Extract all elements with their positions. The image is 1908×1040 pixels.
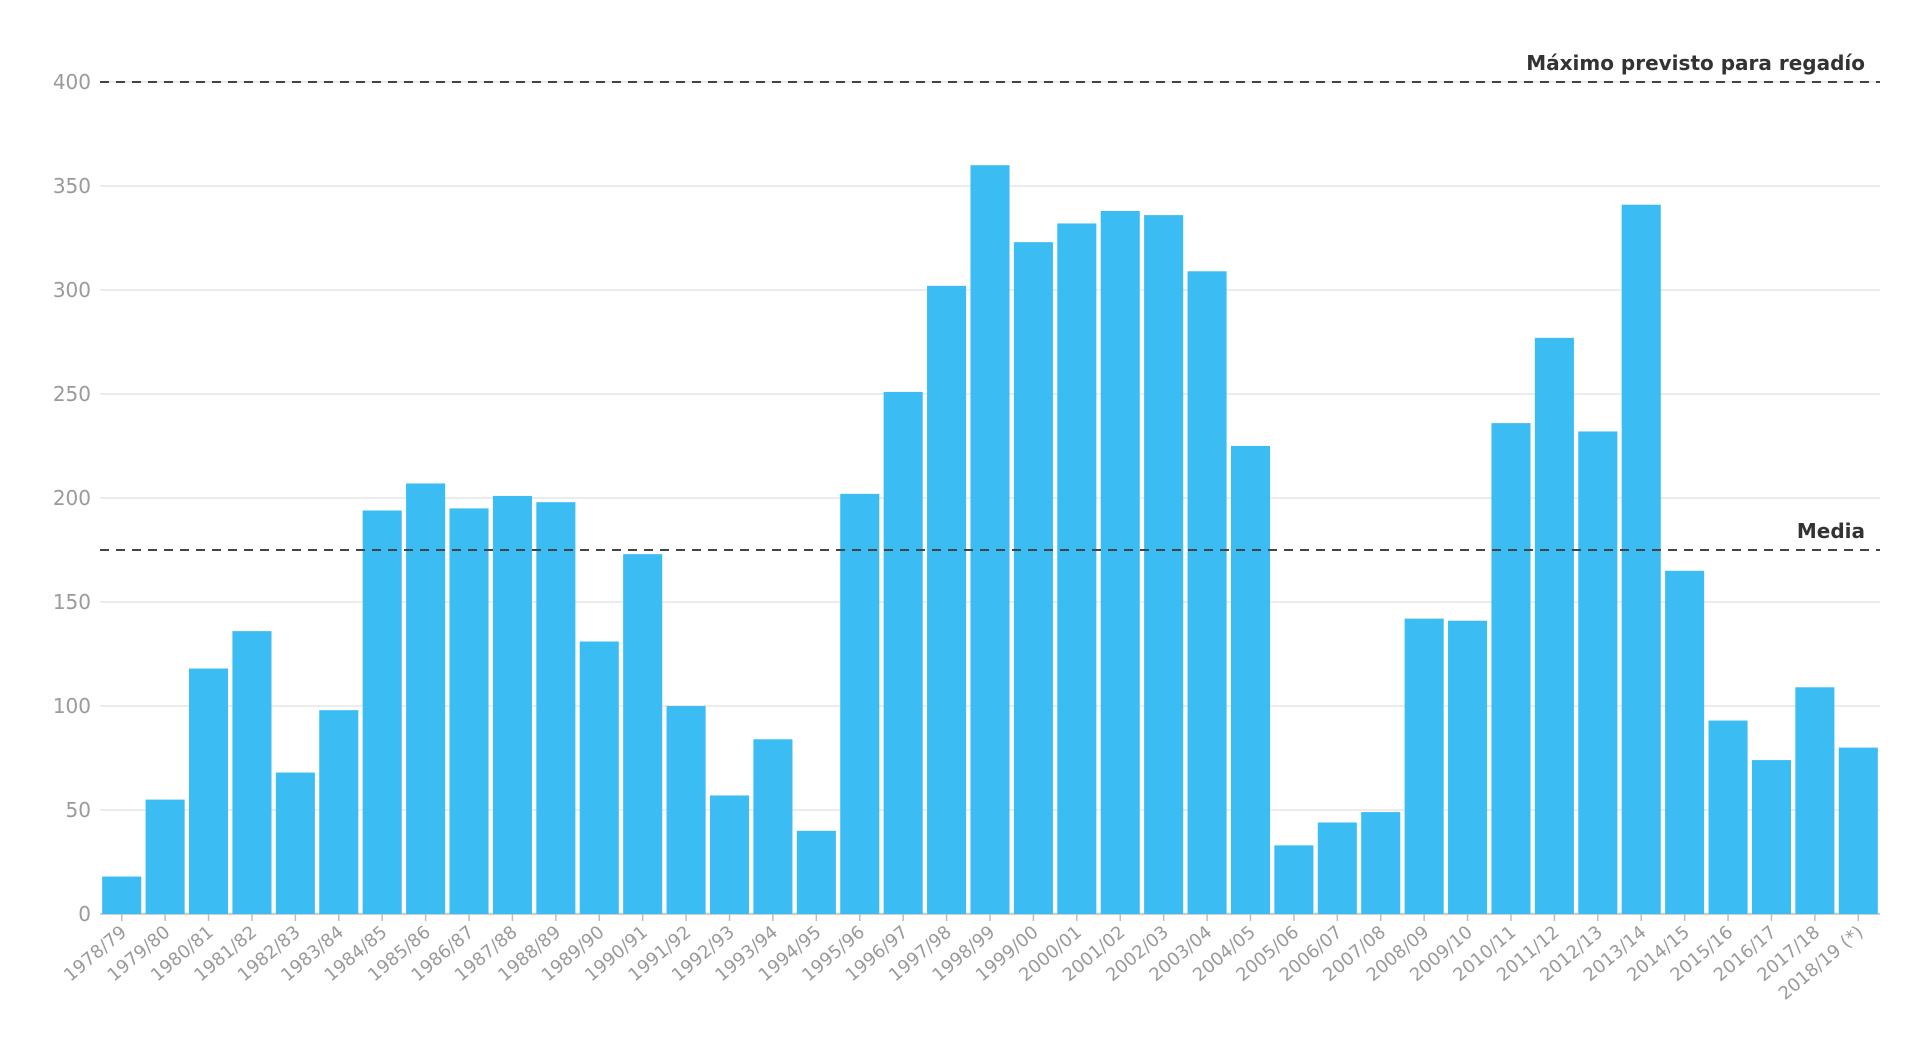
bar [1795,687,1835,914]
bar [579,641,619,914]
bar [1187,271,1227,914]
bar [796,830,836,914]
y-tick-label: 100 [53,694,91,718]
bar [1057,223,1097,914]
bar [1448,620,1488,914]
y-tick-label: 300 [53,278,91,302]
bar [1621,204,1661,915]
bar [1534,337,1574,915]
bar [1751,760,1791,914]
bar [232,631,272,914]
bar [1274,845,1314,914]
bar [666,706,706,914]
bar [1491,423,1531,914]
bar [406,483,446,914]
reference-lines: Máximo previsto para regadío Media [100,51,1880,551]
bar [1578,431,1618,914]
bar [623,554,663,914]
reference-line-label: Máximo previsto para regadío [1526,51,1865,75]
bar [753,739,793,914]
bar [1404,618,1444,914]
bar [492,495,532,914]
bar [1144,215,1184,914]
reference-line-label: Media [1797,519,1865,543]
bar [1838,747,1878,914]
y-tick-label: 350 [53,174,91,198]
bar [319,710,359,914]
bar [1665,570,1705,914]
y-tick-label: 0 [78,902,91,926]
bar [1708,720,1748,914]
bar [1317,822,1357,914]
bar [970,165,1010,914]
y-tick-label: 400 [53,70,91,94]
bar [449,508,489,914]
bar [1013,242,1053,914]
bar [145,799,185,914]
y-tick-label: 250 [53,382,91,406]
bar [536,502,576,914]
bar [927,285,967,915]
y-tick-label: 200 [53,486,91,510]
bar [102,876,142,914]
bar [709,795,750,914]
y-axis-ticks: 0 50 100 150 200 250 300 350 400 [53,70,91,926]
bar [840,493,880,914]
bar [1230,446,1271,914]
bar [883,391,923,914]
bar [1361,812,1401,914]
y-tick-label: 50 [66,798,91,822]
bar [362,510,402,914]
y-tick-label: 150 [53,590,91,614]
bar [1100,210,1140,914]
bars [102,165,1878,915]
x-axis-ticks: 1978/791979/801980/811981/821982/831983/… [60,914,1868,1004]
bar [275,772,315,914]
bar [189,668,229,914]
